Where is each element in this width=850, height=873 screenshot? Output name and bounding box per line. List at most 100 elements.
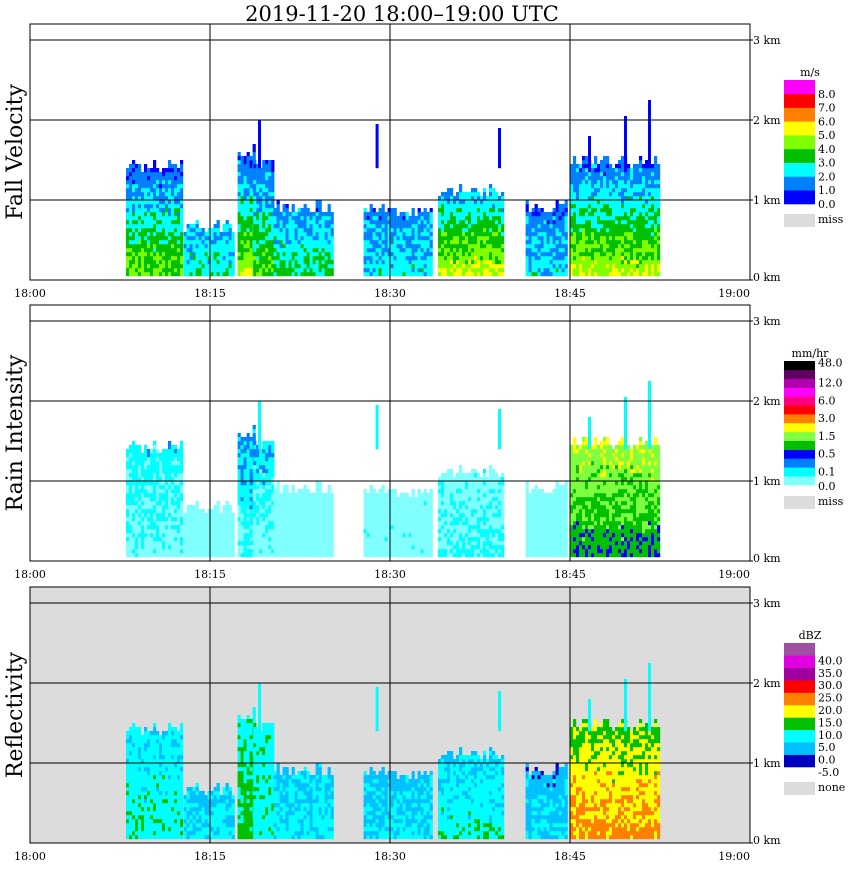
echo-cell — [295, 268, 298, 272]
echo-cell — [298, 216, 301, 220]
echo-cell — [202, 248, 205, 252]
echo-cell — [153, 545, 156, 549]
echo-cell — [153, 449, 156, 453]
echo-cell — [229, 513, 232, 517]
echo-cell — [150, 481, 153, 485]
echo-cell — [474, 204, 477, 208]
echo-cell — [135, 200, 138, 204]
echo-cell — [588, 168, 591, 172]
echo-cell — [259, 240, 262, 244]
echo-cell — [603, 172, 606, 176]
echo-cell — [576, 240, 579, 244]
echo-cell — [159, 272, 162, 276]
echo-cell — [573, 212, 576, 216]
echo-cell — [373, 256, 376, 260]
echo-cell — [289, 268, 292, 272]
echo-cell — [313, 553, 316, 557]
echo-spike — [624, 128, 627, 132]
echo-cell — [141, 180, 144, 184]
echo-cell — [229, 521, 232, 525]
echo-cell — [636, 268, 639, 272]
echo-cell — [241, 525, 244, 529]
echo-cell — [220, 268, 223, 272]
echo-cell — [132, 485, 135, 489]
echo-cell — [565, 220, 568, 224]
echo-cell — [553, 264, 556, 268]
echo-cell — [328, 541, 331, 545]
echo-cell — [295, 509, 298, 513]
echo-cell — [238, 160, 241, 164]
echo-cell — [196, 228, 199, 232]
echo-cell — [259, 260, 262, 264]
echo-cell — [141, 541, 144, 545]
echo-cell — [591, 180, 594, 184]
echo-cell — [535, 264, 538, 268]
echo-cell — [609, 172, 612, 176]
echo-cell — [256, 268, 259, 272]
echo-cell — [135, 501, 138, 505]
echo-cell — [241, 232, 244, 236]
echo-cell — [168, 521, 171, 525]
echo-cell — [301, 533, 304, 537]
echo-cell — [190, 236, 193, 240]
echo-cell — [232, 256, 235, 260]
echo-cell — [238, 176, 241, 180]
echo-cell — [129, 176, 132, 180]
echo-cell — [138, 188, 141, 192]
echo-cell — [529, 220, 532, 224]
echo-cell — [259, 517, 262, 521]
echo-cell — [579, 244, 582, 248]
echo-cell — [325, 224, 328, 228]
echo-cell — [147, 493, 150, 497]
echo-cell — [126, 461, 129, 465]
echo-cell — [153, 509, 156, 513]
echo-cell — [238, 232, 241, 236]
echo-cell — [162, 268, 165, 272]
echo-cell — [651, 220, 654, 224]
echo-cell — [147, 224, 150, 228]
echo-cell — [310, 252, 313, 256]
echo-cell — [171, 485, 174, 489]
echo-cell — [328, 537, 331, 541]
echo-cell — [205, 240, 208, 244]
echo-cell — [597, 184, 600, 188]
echo-cell — [174, 489, 177, 493]
echo-cell — [277, 228, 280, 232]
echo-cell — [153, 549, 156, 553]
echo-cell — [147, 517, 150, 521]
echo-cell — [597, 212, 600, 216]
echo-cell — [421, 272, 424, 276]
echo-cell — [129, 264, 132, 268]
echo-cell — [430, 264, 433, 268]
echo-cell — [421, 216, 424, 220]
echo-cell — [624, 176, 627, 180]
echo-cell — [229, 509, 232, 513]
echo-spike — [624, 136, 627, 140]
echo-cell — [379, 224, 382, 228]
echo-cell — [171, 216, 174, 220]
echo-cell — [162, 204, 165, 208]
echo-cell — [274, 240, 277, 244]
echo-cell — [550, 244, 553, 248]
echo-cell — [171, 264, 174, 268]
echo-cell — [459, 192, 462, 196]
echo-cell — [129, 216, 132, 220]
echo-cell — [639, 164, 642, 168]
echo-cell — [427, 260, 430, 264]
echo-cell — [559, 232, 562, 236]
echo-cell — [313, 545, 316, 549]
echo-cell — [283, 232, 286, 236]
echo-cell — [600, 240, 603, 244]
echo-cell — [132, 232, 135, 236]
echo-cell — [256, 184, 259, 188]
echo-cell — [648, 272, 651, 276]
echo-cell — [400, 272, 403, 276]
echo-cell — [304, 485, 307, 489]
echo-cell — [289, 517, 292, 521]
echo-cell — [603, 236, 606, 240]
echo-cell — [250, 156, 253, 160]
echo-cell — [153, 453, 156, 457]
echo-cell — [624, 180, 627, 184]
echo-cell — [618, 220, 621, 224]
echo-spike — [624, 120, 627, 124]
